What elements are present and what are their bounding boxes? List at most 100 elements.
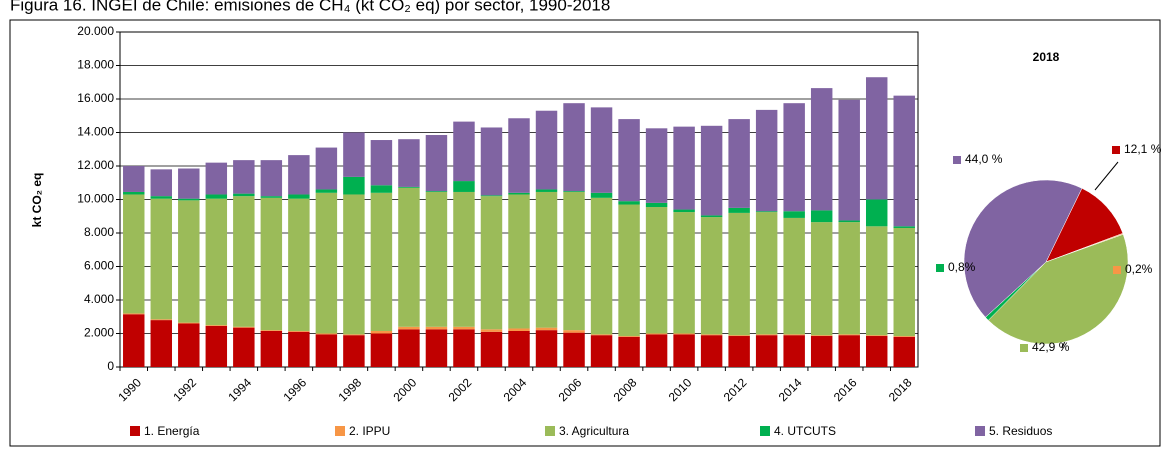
legend-swatch — [545, 426, 555, 436]
x-tick-label: 2002 — [446, 375, 475, 404]
pie-label-swatch — [953, 156, 961, 164]
bar-segment — [645, 333, 668, 335]
pie-label-swatch — [1113, 266, 1121, 274]
bar-segment — [590, 197, 613, 335]
bar-segment — [178, 200, 200, 323]
bar-segment — [645, 202, 668, 208]
bar-segment — [535, 191, 558, 328]
bar-segment — [233, 196, 255, 327]
legend-label: 5. Residuos — [989, 424, 1052, 438]
bar-segment — [425, 135, 448, 192]
legend-label: 3. Agricultura — [559, 424, 629, 438]
bar-segment — [123, 314, 145, 367]
bar-segment — [398, 186, 420, 188]
x-tick-label: 1994 — [225, 375, 254, 404]
bar-segment — [453, 181, 475, 192]
bar-segment — [370, 192, 393, 331]
y-tick-label: 0 — [107, 359, 114, 373]
bar-segment — [425, 191, 448, 327]
bar-segment — [178, 168, 200, 199]
chart-title: Figura 16. INGEI de Chile: emisiones de … — [10, 0, 610, 14]
bar-segment — [370, 330, 393, 334]
y-tick-label: 10.000 — [77, 192, 114, 206]
bar-segment — [645, 128, 668, 203]
bar-segment — [563, 332, 585, 367]
bar-segment — [590, 192, 613, 198]
bar-segment — [783, 211, 805, 218]
bar-segment — [205, 325, 228, 367]
bar-segment — [288, 155, 310, 195]
x-tick-label: 2010 — [666, 375, 695, 404]
bar-segment — [755, 211, 778, 213]
bar-segment — [563, 191, 585, 192]
bar-segment — [315, 192, 338, 334]
chart-frame — [9, 19, 1161, 447]
bar-segment — [508, 330, 530, 367]
bar-segment — [618, 204, 640, 337]
pie-value-label: 0,2% — [1125, 262, 1153, 276]
bar-segment — [425, 329, 448, 367]
bar-segment — [535, 327, 558, 331]
bar-segment — [673, 333, 695, 335]
bar-segment — [508, 118, 530, 193]
bar-segment — [315, 147, 338, 190]
bar-segment — [755, 109, 778, 212]
bar-segment — [728, 336, 750, 367]
bar-segment — [838, 222, 860, 335]
bar-segment — [370, 140, 393, 186]
bar-segment — [178, 323, 200, 367]
bar-segment — [123, 166, 145, 192]
x-tick-label: 1996 — [280, 375, 309, 404]
bar-segment — [700, 335, 723, 367]
bar-segment — [150, 169, 173, 197]
bar-segment — [838, 335, 860, 367]
legend-label: 4. UTCUTS — [774, 424, 836, 438]
y-tick-label: 16.000 — [77, 91, 114, 105]
pie-label-swatch — [1020, 344, 1028, 352]
y-tick-label: 2.000 — [84, 326, 114, 340]
bar-segment — [508, 194, 530, 329]
bar-segment — [838, 220, 860, 223]
bar-segment — [645, 207, 668, 334]
bar-segment — [673, 126, 695, 210]
legend-swatch — [335, 426, 345, 436]
pie-value-label: 0,8% — [948, 260, 976, 274]
pie-value-label: 12,1 % — [1124, 142, 1162, 156]
bar-segment — [343, 132, 365, 177]
bar-segment — [810, 88, 833, 211]
pie-slice — [1045, 187, 1124, 263]
bar-segment — [343, 335, 365, 367]
legend-label: 1. Energía — [144, 424, 200, 438]
bar-segment — [893, 227, 915, 337]
bar-segment — [893, 336, 915, 337]
bar-segment — [618, 201, 640, 205]
bar-segment — [618, 336, 640, 367]
bar-segment — [893, 336, 915, 367]
bar-segment — [205, 198, 228, 326]
y-tick-label: 8.000 — [84, 225, 114, 239]
bar-segment — [590, 334, 613, 336]
x-tick-label: 2006 — [556, 375, 585, 404]
bar-segment — [288, 194, 310, 199]
bar-segment — [233, 327, 255, 367]
bar-segment — [123, 191, 145, 195]
x-tick-label: 2012 — [721, 375, 750, 404]
bar-segment — [370, 185, 393, 193]
bar-segment — [370, 333, 393, 367]
bar-segment — [728, 119, 750, 208]
bar-segment — [480, 195, 503, 197]
pie-slice — [963, 179, 1083, 318]
y-tick-label: 6.000 — [84, 259, 114, 273]
bar-segment — [453, 326, 475, 330]
pie-value-label: 42,9 % — [1032, 340, 1070, 354]
bar-segment — [508, 192, 530, 195]
bar-segment — [233, 193, 255, 197]
bar-segment — [893, 226, 915, 228]
bar-segment — [123, 194, 145, 314]
bar-segment — [150, 319, 173, 321]
bar-segment — [810, 210, 833, 223]
bar-segment — [315, 333, 338, 335]
bar-segment — [123, 313, 145, 315]
bar-segment — [233, 160, 255, 194]
